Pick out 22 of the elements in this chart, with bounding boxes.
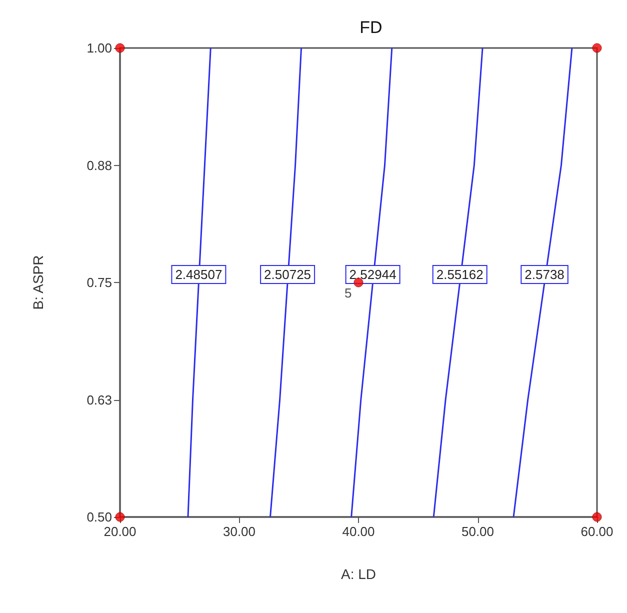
- series-label: 2.55162: [436, 267, 484, 282]
- line-series: [432, 47, 484, 518]
- series-label: 2.50725: [264, 267, 312, 282]
- y-tick-label: 0.63: [86, 392, 112, 408]
- y-tick-label: 1.00: [86, 40, 112, 56]
- x-tick-label: 30.00: [222, 524, 256, 539]
- series-label: 2.52944: [349, 267, 396, 282]
- x-tick-label: 40.00: [342, 524, 375, 539]
- x-tick-label: 50.00: [461, 524, 494, 539]
- x-tick-label: 60.00: [580, 524, 614, 539]
- annotation: 5: [344, 286, 352, 300]
- y-tick-label: 0.88: [86, 158, 112, 173]
- y-tick-label: 0.75: [86, 275, 112, 290]
- line-series: [512, 47, 573, 518]
- y-axis-title: B: ASPR: [30, 255, 46, 310]
- series-label: 2.48507: [175, 267, 222, 282]
- point: [592, 43, 602, 53]
- y-tick-label: 0.50: [86, 510, 112, 524]
- chart-title: FD: [360, 18, 382, 37]
- series-label: 2.5738: [524, 267, 564, 282]
- x-axis-title: A: LD: [340, 566, 376, 582]
- x-tick-label: 20.00: [104, 524, 136, 539]
